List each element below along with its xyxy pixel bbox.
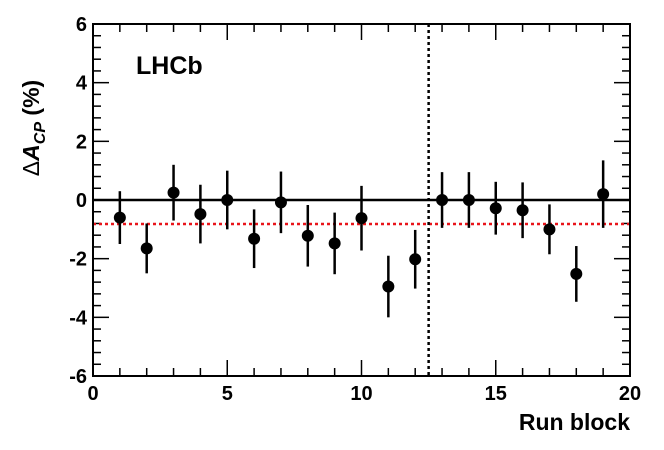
data-point — [140, 242, 153, 255]
plot-frame — [92, 23, 631, 377]
x-tick-label: 15 — [485, 383, 507, 405]
x-tick-label: 10 — [350, 383, 372, 405]
x-tick-label: 0 — [87, 383, 98, 405]
data-point — [436, 194, 449, 206]
data-point — [570, 267, 583, 280]
y-tick-label: 6 — [76, 14, 87, 36]
y-tick-label: 0 — [76, 190, 87, 212]
lhcb-annotation: LHCb — [136, 52, 203, 80]
x-axis-title: Run block — [519, 409, 630, 435]
y-axis-title-subscript: CP — [32, 122, 49, 145]
data-point — [489, 202, 502, 215]
data-point — [328, 237, 341, 250]
data-point — [248, 232, 261, 245]
x-tick-label: 5 — [222, 383, 233, 405]
data-point — [516, 204, 529, 217]
y-axis-title-main: A — [18, 144, 44, 162]
error-bars — [118, 160, 605, 318]
data-point — [597, 188, 610, 201]
data-point — [543, 223, 556, 236]
y-tick-labels: -6 -4 -2 0 2 4 6 — [69, 14, 88, 388]
data-point — [167, 186, 180, 199]
data-point — [194, 208, 207, 221]
data-point — [113, 211, 126, 224]
y-tick-label: -4 — [69, 307, 88, 329]
y-tick-label: 4 — [76, 73, 88, 95]
y-axis-title-suffix: (%) — [18, 80, 44, 122]
data-point — [301, 229, 314, 242]
data-point — [409, 253, 422, 266]
data-markers — [113, 186, 610, 293]
y-axis-title: ΔACP (%) — [18, 80, 49, 176]
y-tick-label: 2 — [76, 131, 87, 153]
y-tick-label: -2 — [69, 249, 87, 271]
data-point — [274, 196, 287, 209]
x-tick-labels: 0 5 10 15 20 — [87, 383, 641, 405]
y-axis-title-prefix: Δ — [18, 161, 44, 176]
data-point — [382, 280, 395, 293]
data-point — [462, 194, 475, 206]
x-tick-label: 20 — [619, 383, 641, 405]
y-tick-label: -6 — [69, 366, 87, 388]
data-point — [221, 194, 234, 206]
data-point — [355, 212, 368, 225]
